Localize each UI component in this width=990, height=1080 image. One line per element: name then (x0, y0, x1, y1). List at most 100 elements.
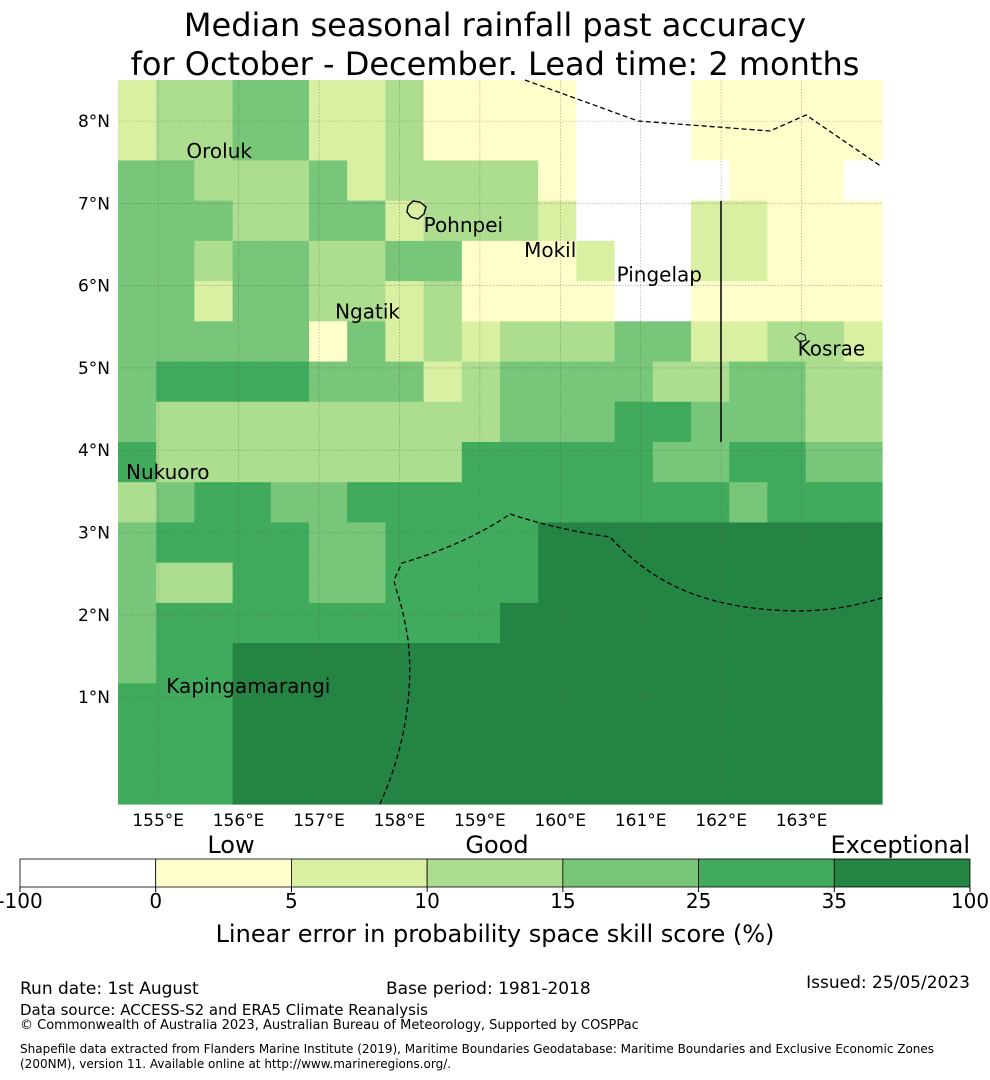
place-labels: Oroluk Pohnpei Mokil Pingelap Ngatik Kosrae Nu… (126, 139, 865, 698)
map-cell (614, 321, 654, 363)
map-cell (270, 200, 310, 242)
map-cells (118, 80, 883, 805)
map-cell (270, 120, 310, 162)
map-cell (461, 321, 501, 363)
map-cell (118, 281, 157, 322)
map-cell (461, 562, 501, 604)
map-cell (652, 643, 692, 684)
place-label: Pingelap (617, 263, 702, 287)
map-cell (843, 763, 883, 805)
map-cell (843, 522, 883, 564)
map-cell (576, 321, 616, 363)
map-cell (843, 401, 883, 443)
issued-date: Issued: 25/05/2023 (806, 973, 970, 993)
map-cell (194, 643, 234, 684)
map-cell (309, 361, 348, 403)
map-cell (194, 281, 234, 322)
map-cell (576, 602, 616, 644)
map-cell (461, 80, 501, 121)
map-cell (461, 602, 501, 644)
map-cell (767, 240, 807, 282)
map-cell (843, 683, 883, 725)
data-source: Data source: ACCESS-S2 and ERA5 Climate … (20, 1001, 428, 1019)
map-cell (270, 522, 310, 564)
map-cell (614, 361, 654, 403)
map-cell (614, 522, 654, 564)
map-cell (347, 763, 386, 805)
map-cell (423, 80, 463, 121)
map-cell (614, 200, 654, 242)
map-cell (500, 562, 539, 604)
map-cell (691, 602, 730, 644)
map-cell (194, 80, 234, 121)
map-cell (652, 401, 692, 443)
map-cell (538, 160, 577, 202)
colorbar-category-exceptional: Exceptional (831, 831, 971, 859)
map-cell (385, 522, 425, 564)
map-cell (538, 442, 577, 483)
map-cell (270, 723, 310, 765)
map-cell (232, 240, 272, 282)
map-cell (194, 401, 234, 443)
map-cell (347, 80, 386, 121)
map-cell (194, 120, 234, 162)
map-cell (461, 683, 501, 725)
map-cell (347, 442, 386, 483)
map-cell (691, 361, 730, 403)
map-cell (347, 723, 386, 765)
map-cell (538, 723, 577, 765)
map-cell (347, 281, 386, 322)
map-cell (309, 80, 348, 121)
map-cell (385, 120, 425, 162)
map-cell (461, 240, 501, 282)
eez-boundaries (379, 79, 883, 805)
latitude-tick-label: 4°N (78, 441, 110, 461)
map-cell (576, 200, 616, 242)
map-cell (232, 723, 272, 765)
map-cell (232, 160, 272, 202)
map-cell (156, 442, 195, 483)
map-cell (691, 160, 730, 202)
map-cell (500, 683, 539, 725)
map-cell (691, 522, 730, 564)
colorbar-bin (155, 858, 292, 888)
map-cell (691, 562, 730, 604)
map-cell (729, 401, 768, 443)
place-label: Oroluk (186, 139, 252, 163)
map-cell (729, 522, 768, 564)
map-cell (118, 683, 157, 725)
colorbar: -100 0 5 10 15 25 35 100 (0, 858, 989, 913)
longitude-tick-label: 161°E (615, 811, 667, 831)
map-cell (423, 683, 463, 725)
map-cell (652, 321, 692, 363)
map-cell (461, 763, 501, 805)
map-cell (156, 482, 195, 524)
map-cell (652, 240, 692, 282)
map-cell (385, 643, 425, 684)
colorbar-tick-label: 25 (686, 889, 711, 913)
map-cell (576, 281, 616, 322)
map-cell (118, 160, 157, 202)
map-cell (156, 401, 195, 443)
map-cell (270, 482, 310, 524)
map-cell (385, 442, 425, 483)
map-cell (385, 321, 425, 363)
map-cell (309, 602, 348, 644)
map-cell (156, 643, 195, 684)
map-cell (805, 562, 845, 604)
map-cell (729, 442, 768, 483)
map-cell (270, 240, 310, 282)
map-cell (614, 120, 654, 162)
colorbar-tick-label: 5 (285, 889, 298, 913)
map-cell (691, 442, 730, 483)
map-cell (156, 562, 195, 604)
map-cell (118, 723, 157, 765)
map-cell (385, 763, 425, 805)
longitude-tick-label: 159°E (454, 811, 506, 831)
map-cell (843, 321, 883, 363)
map-cell (576, 723, 616, 765)
map-cell (309, 120, 348, 162)
map-cell (652, 522, 692, 564)
map-cell (538, 482, 577, 524)
map-cell (614, 80, 654, 121)
